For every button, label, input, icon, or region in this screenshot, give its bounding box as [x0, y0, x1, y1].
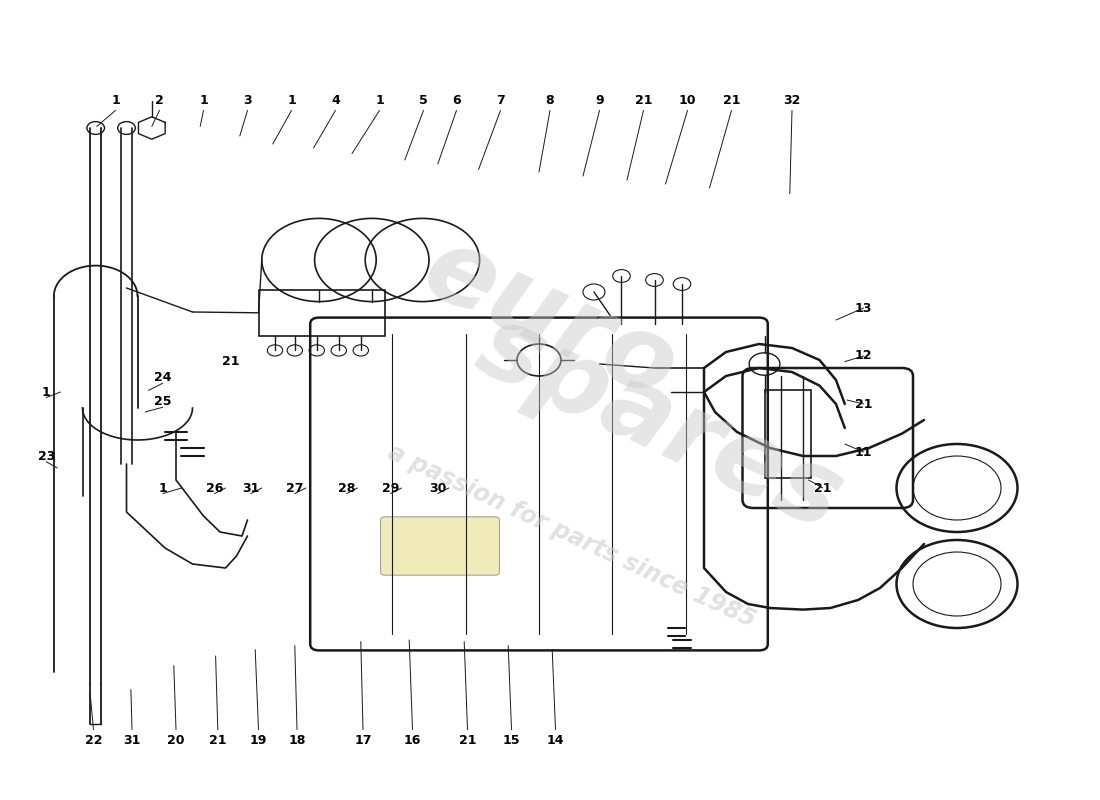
Text: 1: 1 [158, 482, 167, 494]
Text: 19: 19 [250, 734, 267, 746]
Text: 6: 6 [452, 94, 461, 106]
Text: a passion for parts since 1985: a passion for parts since 1985 [384, 440, 760, 632]
Text: 18: 18 [288, 734, 306, 746]
Text: 8: 8 [546, 94, 554, 106]
Text: 31: 31 [242, 482, 260, 494]
Text: 1: 1 [199, 94, 208, 106]
Text: 16: 16 [404, 734, 421, 746]
Text: 7: 7 [496, 94, 505, 106]
Circle shape [87, 122, 104, 134]
Text: 20: 20 [167, 734, 185, 746]
Text: 3: 3 [243, 94, 252, 106]
Text: 21: 21 [459, 734, 476, 746]
Text: 11: 11 [855, 446, 872, 458]
Text: 26: 26 [206, 482, 223, 494]
Circle shape [118, 122, 135, 134]
Text: 1: 1 [375, 94, 384, 106]
Text: 21: 21 [222, 355, 240, 368]
Text: 22: 22 [85, 734, 102, 746]
Text: 28: 28 [338, 482, 355, 494]
Text: 4: 4 [331, 94, 340, 106]
Text: 27: 27 [286, 482, 304, 494]
Text: euro: euro [407, 218, 693, 422]
Text: 15: 15 [503, 734, 520, 746]
Text: 2: 2 [155, 94, 164, 106]
Bar [764, 390, 811, 478]
FancyBboxPatch shape [381, 517, 499, 575]
Text: 29: 29 [382, 482, 399, 494]
Text: 5: 5 [419, 94, 428, 106]
Text: 17: 17 [354, 734, 372, 746]
Text: 21: 21 [723, 94, 740, 106]
Text: 12: 12 [855, 350, 872, 362]
Text: 9: 9 [595, 94, 604, 106]
Text: 32: 32 [783, 94, 801, 106]
Bar [258, 290, 385, 336]
Text: 10: 10 [679, 94, 696, 106]
Text: 1: 1 [42, 386, 51, 398]
Text: 13: 13 [855, 302, 872, 314]
Text: 21: 21 [814, 482, 832, 494]
Text: 21: 21 [635, 94, 652, 106]
Text: 1: 1 [111, 94, 120, 106]
Text: 31: 31 [123, 734, 141, 746]
Text: spares: spares [462, 296, 858, 552]
Text: 21: 21 [855, 398, 872, 410]
Text: 23: 23 [37, 450, 55, 462]
Text: 21: 21 [209, 734, 227, 746]
Text: 25: 25 [154, 395, 172, 408]
Text: 30: 30 [429, 482, 447, 494]
Text: 1: 1 [287, 94, 296, 106]
Text: 14: 14 [547, 734, 564, 746]
Text: 24: 24 [154, 371, 172, 384]
